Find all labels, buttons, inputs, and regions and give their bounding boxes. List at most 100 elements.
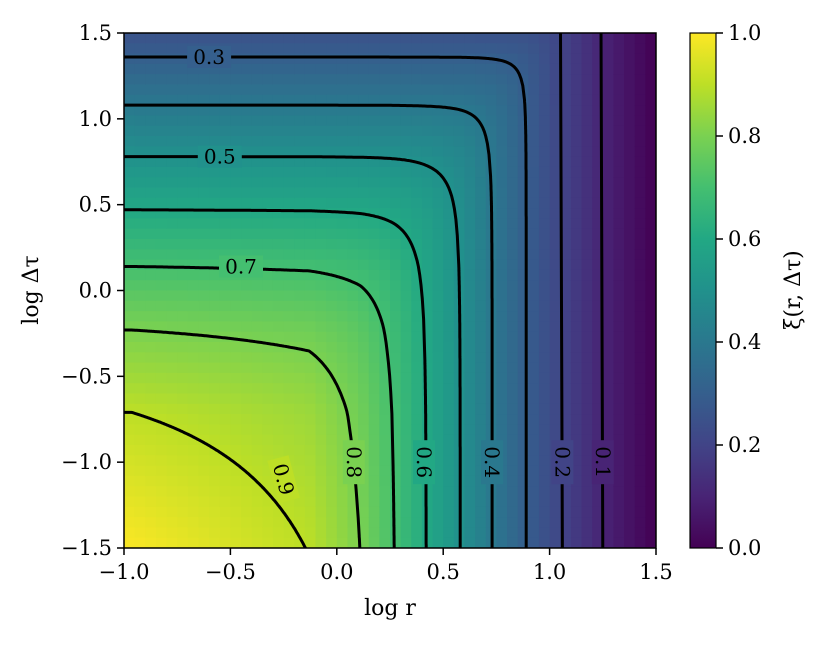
heatmap-cell — [304, 187, 317, 199]
heatmap-cell — [315, 321, 327, 333]
heatmap-cell — [645, 43, 656, 55]
y-tick-label: −1.5 — [61, 536, 112, 560]
heatmap-cell — [155, 84, 168, 96]
heatmap-cell — [411, 239, 423, 250]
heatmap-cell — [145, 74, 157, 86]
heatmap-cell — [155, 197, 168, 209]
heatmap-cell — [315, 280, 327, 292]
heatmap-cell — [187, 517, 200, 528]
heatmap-cell — [390, 537, 402, 548]
heatmap-cell — [304, 465, 317, 477]
heatmap-cell — [177, 187, 189, 199]
heatmap-cell — [347, 331, 359, 343]
heatmap-cell — [209, 249, 221, 261]
heatmap-cell — [241, 125, 253, 137]
heatmap-cell — [336, 300, 349, 312]
heatmap-cell — [187, 424, 200, 436]
heatmap-cell — [134, 393, 146, 405]
heatmap-cell — [517, 105, 529, 116]
heatmap-cell — [379, 424, 391, 436]
heatmap-cell — [390, 259, 402, 271]
heatmap-cell — [443, 208, 455, 219]
heatmap-cell — [613, 414, 625, 425]
heatmap-cell — [602, 372, 615, 384]
heatmap-cell — [219, 506, 231, 518]
heatmap-cell — [272, 197, 285, 209]
heatmap-cell — [421, 146, 434, 158]
heatmap-cell — [443, 434, 455, 446]
contour-label-text: 0.5 — [204, 145, 236, 169]
heatmap-cell — [272, 74, 285, 86]
heatmap-cell — [634, 393, 646, 405]
heatmap-cell — [624, 517, 636, 528]
heatmap-cell — [251, 300, 263, 312]
heatmap-cell — [272, 362, 285, 374]
heatmap-cell — [272, 63, 285, 75]
heatmap-cell — [166, 208, 178, 219]
heatmap-cell — [645, 383, 656, 395]
heatmap-cell — [560, 43, 572, 55]
contour-label-0.1: 0.1 — [591, 440, 615, 485]
heatmap-cell — [475, 259, 487, 271]
heatmap-cell — [347, 228, 359, 240]
heatmap-cell — [432, 33, 444, 44]
heatmap-cell — [549, 362, 561, 374]
heatmap-cell — [390, 300, 402, 312]
heatmap-cell — [549, 506, 561, 518]
heatmap-cell — [272, 311, 285, 322]
heatmap-cell — [283, 249, 295, 261]
heatmap-cell — [496, 434, 508, 446]
heatmap-cell — [538, 331, 551, 343]
y-tick-label: −1.0 — [61, 450, 112, 474]
heatmap-cell — [134, 414, 146, 425]
heatmap-cell — [624, 74, 636, 86]
heatmap-cell — [443, 33, 455, 44]
heatmap-cell — [241, 94, 253, 106]
heatmap-cell — [294, 414, 306, 425]
heatmap-cell — [570, 465, 583, 477]
heatmap-cell — [517, 187, 529, 199]
heatmap-cell — [390, 228, 402, 240]
heatmap-cell — [411, 321, 423, 333]
heatmap-cell — [592, 125, 604, 137]
colorbar-tick-label: 1.0 — [728, 21, 761, 45]
heatmap-cell — [538, 156, 551, 168]
heatmap-cell — [464, 63, 476, 75]
heatmap-cell — [209, 177, 221, 189]
heatmap-cell — [411, 362, 423, 374]
heatmap-cell — [145, 166, 157, 178]
heatmap-cell — [464, 517, 476, 528]
heatmap-cell — [485, 63, 497, 75]
heatmap-cell — [570, 372, 583, 384]
heatmap-cell — [294, 280, 306, 292]
heatmap-cell — [124, 496, 136, 508]
heatmap-cell — [134, 321, 146, 333]
heatmap-cell — [421, 84, 434, 96]
heatmap-cell — [400, 218, 412, 230]
heatmap-cell — [251, 136, 263, 147]
heatmap-cell — [230, 465, 242, 477]
heatmap-cell — [507, 372, 519, 384]
heatmap-cell — [475, 527, 487, 539]
heatmap-cell — [432, 352, 444, 364]
heatmap-cell — [283, 125, 295, 137]
heatmap-cell — [134, 146, 146, 158]
heatmap-cell — [134, 74, 146, 86]
heatmap-cell — [294, 403, 306, 415]
heatmap-cell — [368, 136, 380, 147]
heatmap-cell — [496, 43, 508, 55]
heatmap-cell — [358, 43, 370, 55]
heatmap-cell — [336, 259, 349, 271]
heatmap-cell — [560, 424, 572, 436]
heatmap-cell — [507, 84, 519, 96]
heatmap-cell — [336, 84, 349, 96]
heatmap-cell — [570, 218, 583, 230]
heatmap-cell — [155, 362, 168, 374]
heatmap-cell — [230, 445, 242, 456]
heatmap-cell — [517, 74, 529, 86]
heatmap-cell — [443, 239, 455, 250]
heatmap-cell — [507, 187, 519, 199]
heatmap-cell — [645, 445, 656, 456]
heatmap-cell — [517, 280, 529, 292]
heatmap-cell — [538, 393, 551, 405]
